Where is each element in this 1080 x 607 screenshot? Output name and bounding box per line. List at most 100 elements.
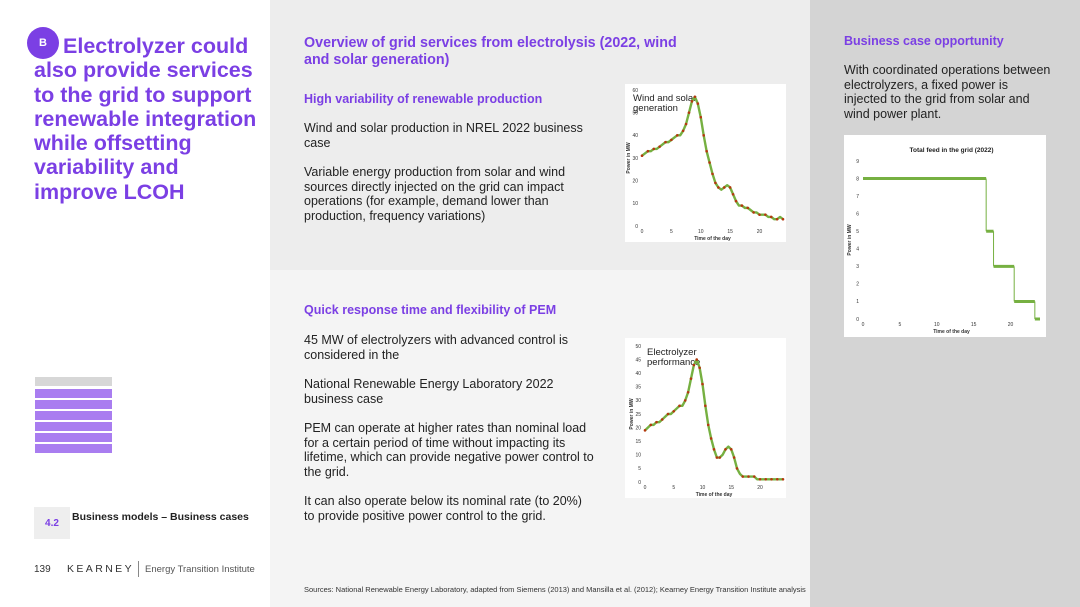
data-point	[764, 213, 767, 216]
chart-title: Electrolyzer	[647, 347, 697, 358]
data-point	[758, 213, 761, 216]
x-tick-label: 10	[700, 485, 706, 491]
progress-bar-inactive	[35, 377, 112, 386]
data-point	[687, 111, 691, 114]
chart-title: Total feed in the grid (2022)	[909, 147, 993, 154]
data-point	[734, 199, 738, 203]
y-tick-label: 30	[635, 398, 641, 404]
data-point	[701, 382, 704, 386]
y-tick-label: 1	[856, 299, 859, 305]
data-point	[729, 448, 733, 451]
progress-bar	[35, 422, 112, 431]
y-tick-label: 40	[632, 133, 638, 139]
data-point	[724, 448, 727, 451]
electrolyzer-chart-svg: 0 5 10 15 20 0 5 10 15 20 25 30 35 40 45 50 Time of the …	[629, 344, 785, 498]
data-point	[712, 448, 716, 451]
data-point	[746, 206, 750, 210]
business-heading: Business case opportunity	[844, 34, 1004, 48]
x-tick-label: 0	[641, 229, 644, 235]
data-point	[696, 102, 700, 105]
data-point	[731, 192, 735, 196]
data-point	[770, 477, 773, 481]
data-point	[752, 211, 755, 214]
x-axis-label: Time of the day	[933, 329, 970, 335]
y-tick-label: 50	[635, 344, 641, 350]
chart-title: Wind and solar	[633, 93, 696, 104]
progress-bar	[35, 389, 112, 398]
pem-text: National Renewable Energy Laboratory 202…	[304, 377, 554, 406]
section-label: Business models – Business cases	[72, 511, 249, 523]
y-tick-label: 0	[856, 317, 859, 323]
main-title: Electrolyzer could also provide services…	[34, 34, 257, 204]
variability-text: Variable energy production from solar an…	[304, 165, 566, 224]
data-point	[693, 95, 697, 99]
data-point	[643, 429, 647, 432]
y-tick-label: 4	[856, 247, 859, 253]
data-point	[681, 129, 685, 133]
y-tick-label: 7	[856, 194, 859, 200]
y-tick-label: 50	[632, 110, 638, 116]
progress-bar	[35, 411, 112, 420]
data-point	[706, 423, 710, 427]
variability-text: Wind and solar production in NREL 2022 b…	[304, 121, 583, 150]
x-tick-label: 20	[757, 485, 763, 491]
grid-feed-chart-svg: 0 5 10 15 20 0 1 2 3 4 5 6 7 8 9 Time of the day Power i…	[847, 147, 1040, 335]
data-point	[692, 363, 696, 367]
y-axis-label: Power in MW	[629, 398, 635, 429]
x-tick-label: 15	[971, 322, 977, 328]
y-tick-label: 30	[632, 156, 638, 162]
data-point	[666, 412, 670, 416]
data-point	[689, 377, 693, 380]
y-tick-label: 5	[856, 229, 859, 235]
series-line	[641, 95, 784, 221]
data-point	[775, 217, 779, 221]
progress-bar	[35, 400, 112, 409]
progress-bar	[35, 433, 112, 442]
data-point	[660, 418, 664, 421]
y-tick-label: 3	[856, 264, 859, 270]
data-point	[678, 404, 681, 408]
data-point	[690, 100, 694, 103]
data-point	[684, 122, 688, 126]
data-point	[740, 204, 744, 207]
progress-bar	[35, 444, 112, 453]
data-point	[649, 423, 653, 427]
y-tick-label: 10	[632, 201, 638, 207]
series-line	[644, 358, 783, 481]
variability-heading: High variability of renewable production	[304, 92, 543, 106]
x-tick-label: 5	[898, 322, 901, 328]
x-tick-label: 15	[727, 229, 733, 235]
data-point	[781, 477, 785, 481]
data-point	[664, 140, 667, 144]
data-point	[722, 186, 726, 189]
chart-title: generation	[633, 103, 678, 114]
y-tick-label: 60	[632, 88, 638, 94]
data-point	[741, 475, 745, 478]
y-tick-label: 20	[635, 425, 641, 431]
data-point	[675, 134, 679, 137]
y-tick-label: 0	[635, 224, 638, 230]
data-point	[718, 456, 722, 459]
x-tick-label: 0	[862, 322, 865, 328]
y-tick-label: 35	[635, 385, 641, 391]
y-tick-label: 15	[635, 439, 641, 445]
grid-feed-chart: 0 5 10 15 20 0 1 2 3 4 5 6 7 8 9 Time of the day Power i…	[844, 135, 1046, 337]
data-point	[775, 477, 779, 481]
y-tick-label: 10	[635, 453, 641, 459]
x-axis-label: Time of the day	[696, 492, 733, 498]
brand-logo: KEARNEY	[67, 563, 134, 575]
data-point	[711, 172, 714, 176]
page-number: 139	[34, 564, 51, 575]
y-tick-label: 40	[635, 371, 641, 377]
data-point	[702, 134, 705, 137]
data-point	[646, 149, 650, 153]
data-point	[752, 475, 756, 478]
brand-divider	[138, 561, 139, 577]
wind-solar-chart-svg: 0 5 10 15 20 0 10 20 30 40 50 60 Time of the day Powe…	[626, 88, 785, 242]
data-point	[732, 456, 736, 459]
data-point	[709, 437, 713, 440]
data-point	[728, 186, 732, 189]
y-tick-label: 8	[856, 176, 859, 182]
data-point	[705, 149, 708, 153]
y-axis-label: Power in MW	[626, 142, 632, 173]
